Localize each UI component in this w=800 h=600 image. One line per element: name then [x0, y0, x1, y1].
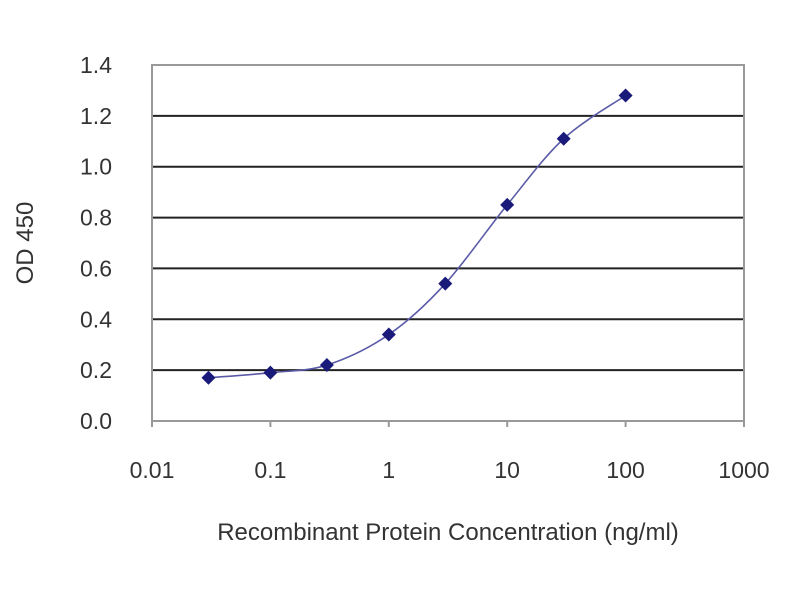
- gridlines: [152, 114, 744, 372]
- fit-curve: [208, 94, 627, 379]
- x-tick-label: 10: [494, 457, 520, 483]
- y-tick-label: 0.4: [80, 306, 112, 332]
- data-point-marker: [319, 358, 334, 373]
- data-point-marker: [263, 365, 278, 380]
- y-tick-label: 1.2: [80, 103, 112, 129]
- data-point-marker: [618, 88, 633, 103]
- x-axis-title: Recombinant Protein Concentration (ng/ml…: [217, 519, 679, 546]
- data-point-marker: [556, 131, 571, 146]
- data-point-marker: [438, 276, 453, 291]
- y-tick-label: 0.8: [80, 205, 112, 231]
- y-axis-title: OD 450: [12, 202, 39, 285]
- x-tick-label: 100: [606, 457, 644, 483]
- plot-area-border: [151, 64, 745, 422]
- y-tick-label: 0.2: [80, 357, 112, 383]
- y-axis-ticks: 0.0 0.2 0.4 0.6 0.8 1.0 1.2 1.4: [80, 52, 112, 434]
- y-tick-label: 1.4: [80, 52, 112, 78]
- data-point-marker: [201, 370, 216, 385]
- data-point-marker: [381, 327, 396, 342]
- data-points: [201, 88, 633, 385]
- x-axis-ticks: 0.01 0.1 1 10 100 1000: [130, 421, 770, 483]
- x-tick-label: 0.01: [130, 457, 175, 483]
- x-tick-label: 1: [382, 457, 395, 483]
- x-tick-label: 0.1: [254, 457, 286, 483]
- y-tick-label: 0.0: [80, 408, 112, 434]
- y-tick-label: 1.0: [80, 154, 112, 180]
- data-point-marker: [500, 197, 515, 212]
- x-tick-label: 1000: [718, 457, 769, 483]
- y-tick-label: 0.6: [80, 255, 112, 281]
